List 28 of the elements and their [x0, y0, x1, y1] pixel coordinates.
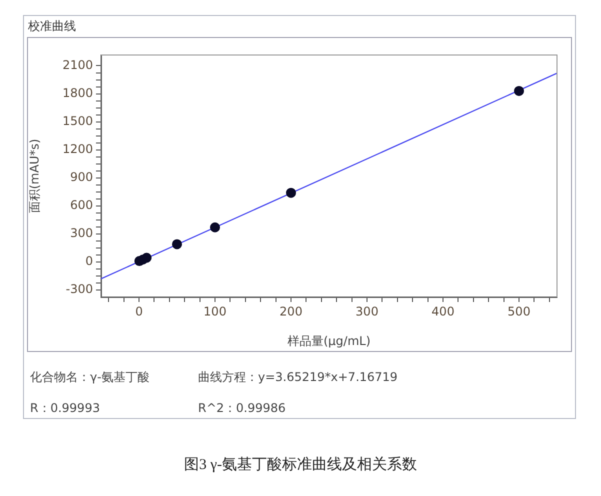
y-tick-label: 0 [85, 254, 93, 268]
x-tick-label: 100 [204, 304, 226, 318]
y-tick-label: 900 [70, 170, 93, 184]
x-tick-label: 400 [432, 304, 454, 318]
chart-title: 校准曲线 [28, 18, 76, 35]
x-tick-label: 500 [508, 304, 530, 318]
point [514, 86, 524, 96]
y-tick-label: 300 [70, 226, 93, 240]
text: R^2：0.99986 [198, 400, 286, 417]
x-tick-label: 0 [135, 304, 143, 318]
caption: 图3 γ-氨基丁酸标准曲线及相关系数 [183, 456, 418, 474]
point [210, 222, 220, 232]
y-tick-label: -300 [66, 282, 93, 296]
y-tick-label: 600 [70, 198, 93, 212]
point [142, 252, 152, 263]
point [286, 188, 296, 198]
y-tick-label: 1500 [62, 114, 93, 128]
text: R：0.99993 [30, 400, 100, 417]
x-tick-label: 300 [356, 304, 378, 318]
y-tick-label: 2100 [62, 58, 93, 72]
x-axis-title: 样品量(μg/mL) [287, 334, 371, 348]
point [172, 239, 182, 250]
text: 曲线方程：y=3.65219*x+7.16719 [198, 369, 398, 386]
x-tick-label: 200 [280, 304, 302, 318]
text: 化合物名：γ-氨基丁酸 [30, 369, 150, 386]
y-tick-label: 1200 [62, 142, 93, 156]
y-axis-title: 面积(mAU*s) [27, 138, 42, 214]
y-tick-label: 1800 [62, 86, 93, 100]
